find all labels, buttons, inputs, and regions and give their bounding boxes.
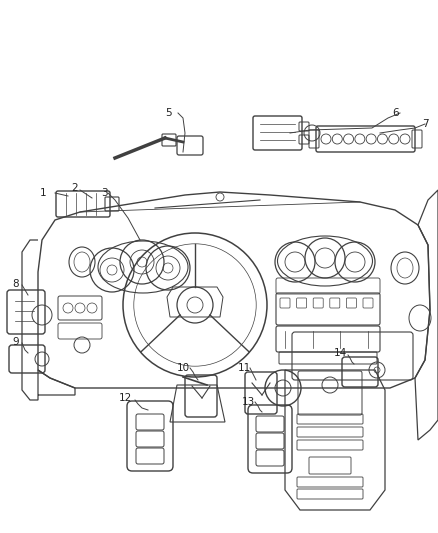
Text: 14: 14 [333, 348, 346, 358]
Text: 9: 9 [13, 337, 19, 347]
Text: 11: 11 [237, 363, 251, 373]
Text: 1: 1 [40, 188, 46, 198]
Text: 6: 6 [393, 108, 399, 118]
Text: 7: 7 [422, 119, 428, 129]
Text: 5: 5 [165, 108, 171, 118]
Text: 3: 3 [101, 188, 107, 198]
Text: 10: 10 [177, 363, 190, 373]
Text: 12: 12 [118, 393, 132, 403]
Text: 8: 8 [13, 279, 19, 289]
Text: 2: 2 [72, 183, 78, 193]
Text: 13: 13 [241, 397, 254, 407]
